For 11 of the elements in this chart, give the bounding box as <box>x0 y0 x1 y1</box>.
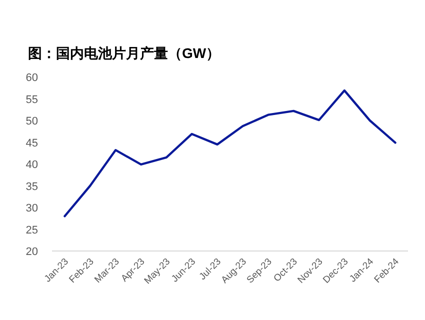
y-tick-label: 35 <box>26 180 38 193</box>
y-tick-label: 60 <box>26 72 38 84</box>
y-tick-label: 30 <box>26 202 38 214</box>
y-tick-label: 25 <box>26 224 38 236</box>
y-tick-label: 55 <box>26 94 38 106</box>
y-tick-label: 45 <box>26 137 38 150</box>
y-tick-label: 40 <box>26 159 38 171</box>
y-tick-label: 20 <box>26 246 38 258</box>
y-tick-label: 50 <box>26 116 38 128</box>
chart-title: 图：国内电池片月产量（GW） <box>28 45 220 61</box>
line-series <box>64 89 396 218</box>
